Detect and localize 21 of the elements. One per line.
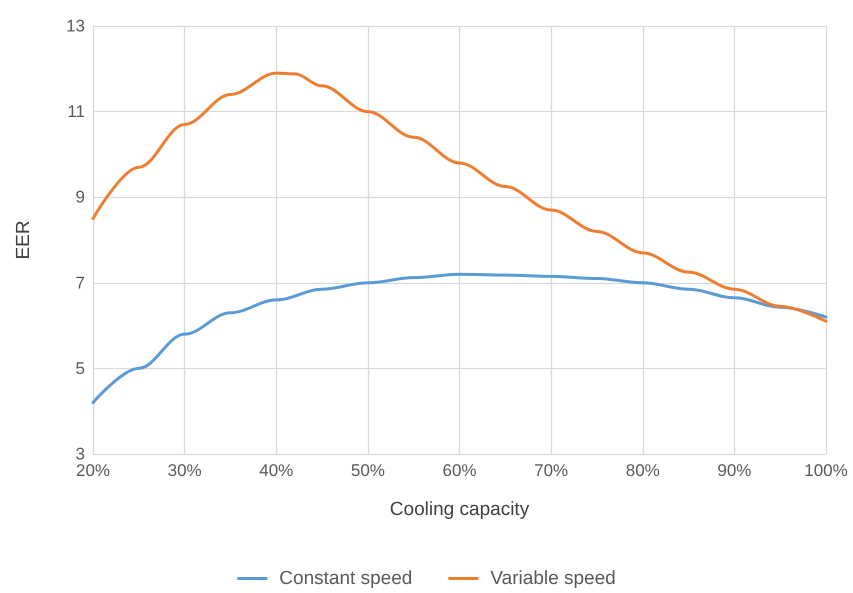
line-series bbox=[92, 72, 828, 323]
x-tick-label: 30% bbox=[168, 461, 202, 480]
x-tick-label: 80% bbox=[626, 461, 660, 480]
x-tick-label: 20% bbox=[76, 461, 110, 480]
x-tick-label: 100% bbox=[804, 461, 848, 480]
legend-label: Variable speed bbox=[490, 568, 616, 589]
y-tick-label: 9 bbox=[76, 188, 85, 207]
x-tick-label: 70% bbox=[534, 461, 568, 480]
x-tick-label: 60% bbox=[442, 461, 477, 480]
y-tick-label: 3 bbox=[76, 444, 85, 464]
y-tick-label: 7 bbox=[76, 273, 85, 292]
y-axis-title: EER bbox=[13, 220, 34, 260]
x-tick-label: 40% bbox=[259, 461, 294, 480]
line-series bbox=[92, 272, 828, 404]
x-tick-label: 90% bbox=[717, 461, 752, 480]
y-tick-label: 11 bbox=[67, 102, 85, 122]
legend-label: Constant speed bbox=[279, 568, 412, 589]
y-tick-label: 5 bbox=[76, 358, 85, 378]
y-tick-label: 13 bbox=[66, 16, 85, 36]
x-tick-label: 50% bbox=[350, 461, 385, 480]
x-axis-title: Cooling capacity bbox=[390, 499, 530, 520]
